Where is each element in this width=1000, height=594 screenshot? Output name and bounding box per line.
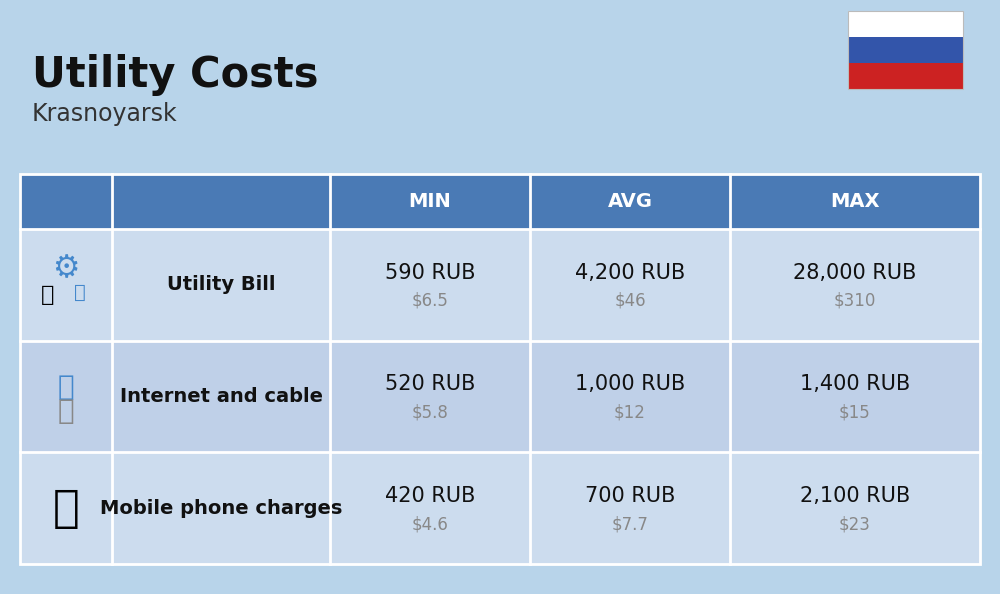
Text: MAX: MAX bbox=[830, 192, 880, 211]
Text: $15: $15 bbox=[839, 403, 871, 422]
Text: 🖨: 🖨 bbox=[58, 397, 74, 425]
Text: 🖥: 🖥 bbox=[74, 283, 86, 302]
Bar bbox=[848, 11, 963, 37]
Text: Internet and cable: Internet and cable bbox=[120, 387, 322, 406]
Text: $310: $310 bbox=[834, 292, 876, 310]
Text: 📶: 📶 bbox=[58, 372, 74, 400]
Bar bbox=[20, 229, 980, 341]
Text: $4.6: $4.6 bbox=[412, 515, 448, 533]
Text: Utility Bill: Utility Bill bbox=[167, 276, 275, 295]
Text: 590 RUB: 590 RUB bbox=[385, 263, 475, 283]
Text: 1,000 RUB: 1,000 RUB bbox=[575, 374, 685, 394]
Bar bbox=[848, 63, 963, 89]
Text: 1,400 RUB: 1,400 RUB bbox=[800, 374, 910, 394]
Text: $6.5: $6.5 bbox=[412, 292, 448, 310]
Bar bbox=[20, 453, 980, 564]
Bar bbox=[20, 341, 980, 453]
Text: AVG: AVG bbox=[608, 192, 652, 211]
Text: $12: $12 bbox=[614, 403, 646, 422]
Text: 📱: 📱 bbox=[53, 486, 79, 530]
Text: 4,200 RUB: 4,200 RUB bbox=[575, 263, 685, 283]
Text: Mobile phone charges: Mobile phone charges bbox=[100, 499, 342, 517]
Text: $46: $46 bbox=[614, 292, 646, 310]
Bar bbox=[20, 174, 980, 564]
Text: 520 RUB: 520 RUB bbox=[385, 374, 475, 394]
Bar bbox=[848, 11, 963, 89]
Bar bbox=[848, 37, 963, 63]
Text: 700 RUB: 700 RUB bbox=[585, 486, 675, 506]
Text: 28,000 RUB: 28,000 RUB bbox=[793, 263, 917, 283]
Text: $23: $23 bbox=[839, 515, 871, 533]
Text: $7.7: $7.7 bbox=[612, 515, 648, 533]
Text: ⚙: ⚙ bbox=[52, 254, 80, 283]
Text: $5.8: $5.8 bbox=[412, 403, 448, 422]
Text: Utility Costs: Utility Costs bbox=[32, 54, 318, 96]
Text: Krasnoyarsk: Krasnoyarsk bbox=[32, 102, 178, 126]
Bar bbox=[20, 174, 980, 229]
Text: 2,100 RUB: 2,100 RUB bbox=[800, 486, 910, 506]
Text: 420 RUB: 420 RUB bbox=[385, 486, 475, 506]
Text: 🔌: 🔌 bbox=[41, 285, 55, 305]
Text: MIN: MIN bbox=[409, 192, 451, 211]
